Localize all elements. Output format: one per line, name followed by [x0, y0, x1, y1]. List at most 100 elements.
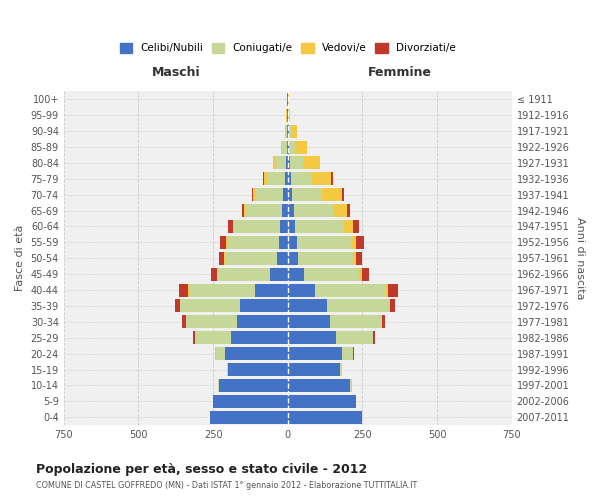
- Bar: [189, 284, 255, 296]
- Bar: [288, 252, 298, 265]
- Bar: [332, 204, 347, 217]
- Bar: [295, 140, 307, 153]
- Bar: [292, 188, 322, 201]
- Bar: [288, 124, 289, 138]
- Bar: [227, 236, 279, 249]
- Bar: [288, 268, 304, 280]
- Bar: [286, 124, 287, 138]
- Bar: [244, 204, 246, 217]
- Bar: [356, 252, 362, 265]
- Bar: [216, 347, 225, 360]
- Bar: [288, 316, 329, 328]
- Text: Maschi: Maschi: [151, 66, 200, 78]
- Bar: [270, 268, 288, 280]
- Bar: [186, 316, 237, 328]
- Bar: [288, 300, 326, 312]
- Bar: [220, 236, 226, 249]
- Bar: [175, 300, 179, 312]
- Bar: [326, 300, 389, 312]
- Bar: [304, 268, 359, 280]
- Bar: [279, 236, 288, 249]
- Bar: [195, 331, 231, 344]
- Bar: [237, 316, 288, 328]
- Bar: [288, 220, 295, 233]
- Bar: [228, 220, 233, 233]
- Bar: [288, 379, 350, 392]
- Bar: [290, 156, 303, 170]
- Bar: [256, 188, 283, 201]
- Bar: [240, 300, 288, 312]
- Bar: [289, 108, 290, 122]
- Bar: [280, 220, 288, 233]
- Bar: [288, 156, 290, 170]
- Bar: [281, 140, 283, 153]
- Y-axis label: Anni di nascita: Anni di nascita: [575, 217, 585, 300]
- Bar: [251, 188, 253, 201]
- Bar: [286, 156, 288, 170]
- Bar: [329, 316, 382, 328]
- Bar: [234, 220, 280, 233]
- Bar: [311, 172, 331, 186]
- Bar: [219, 252, 224, 265]
- Bar: [283, 188, 288, 201]
- Bar: [193, 331, 194, 344]
- Text: COMUNE DI CASTEL GOFFREDO (MN) - Dati ISTAT 1° gennaio 2012 - Elaborazione TUTTI: COMUNE DI CASTEL GOFFREDO (MN) - Dati IS…: [36, 481, 417, 490]
- Bar: [282, 204, 288, 217]
- Bar: [218, 268, 270, 280]
- Bar: [287, 140, 288, 153]
- Bar: [264, 172, 267, 186]
- Bar: [225, 347, 288, 360]
- Bar: [303, 156, 320, 170]
- Bar: [389, 300, 390, 312]
- Bar: [341, 188, 344, 201]
- Bar: [182, 316, 185, 328]
- Legend: Celibi/Nubili, Coniugati/e, Vedovi/e, Divorziati/e: Celibi/Nubili, Coniugati/e, Vedovi/e, Di…: [120, 43, 455, 54]
- Bar: [288, 284, 314, 296]
- Bar: [288, 236, 297, 249]
- Bar: [242, 204, 244, 217]
- Bar: [277, 252, 288, 265]
- Bar: [231, 331, 288, 344]
- Y-axis label: Fasce di età: Fasce di età: [15, 225, 25, 292]
- Bar: [289, 140, 295, 153]
- Bar: [335, 331, 373, 344]
- Bar: [288, 395, 356, 408]
- Bar: [253, 188, 256, 201]
- Bar: [352, 236, 356, 249]
- Bar: [386, 284, 388, 296]
- Bar: [288, 188, 292, 201]
- Bar: [288, 331, 335, 344]
- Bar: [255, 284, 288, 296]
- Bar: [353, 252, 356, 265]
- Bar: [388, 284, 398, 296]
- Bar: [322, 188, 341, 201]
- Bar: [291, 124, 297, 138]
- Bar: [273, 156, 276, 170]
- Bar: [228, 363, 288, 376]
- Bar: [341, 347, 353, 360]
- Bar: [179, 284, 188, 296]
- Bar: [180, 300, 240, 312]
- Text: Popolazione per età, sesso e stato civile - 2012: Popolazione per età, sesso e stato civil…: [36, 462, 367, 475]
- Bar: [288, 140, 289, 153]
- Bar: [362, 268, 369, 280]
- Bar: [359, 268, 362, 280]
- Bar: [211, 268, 217, 280]
- Bar: [288, 172, 291, 186]
- Bar: [233, 220, 234, 233]
- Bar: [227, 363, 228, 376]
- Bar: [283, 140, 287, 153]
- Bar: [314, 284, 386, 296]
- Bar: [267, 172, 285, 186]
- Bar: [246, 204, 282, 217]
- Bar: [226, 236, 227, 249]
- Bar: [295, 220, 344, 233]
- Bar: [288, 204, 294, 217]
- Bar: [219, 379, 288, 392]
- Bar: [288, 410, 362, 424]
- Bar: [294, 204, 332, 217]
- Bar: [288, 363, 340, 376]
- Bar: [213, 395, 288, 408]
- Bar: [225, 252, 277, 265]
- Bar: [210, 410, 288, 424]
